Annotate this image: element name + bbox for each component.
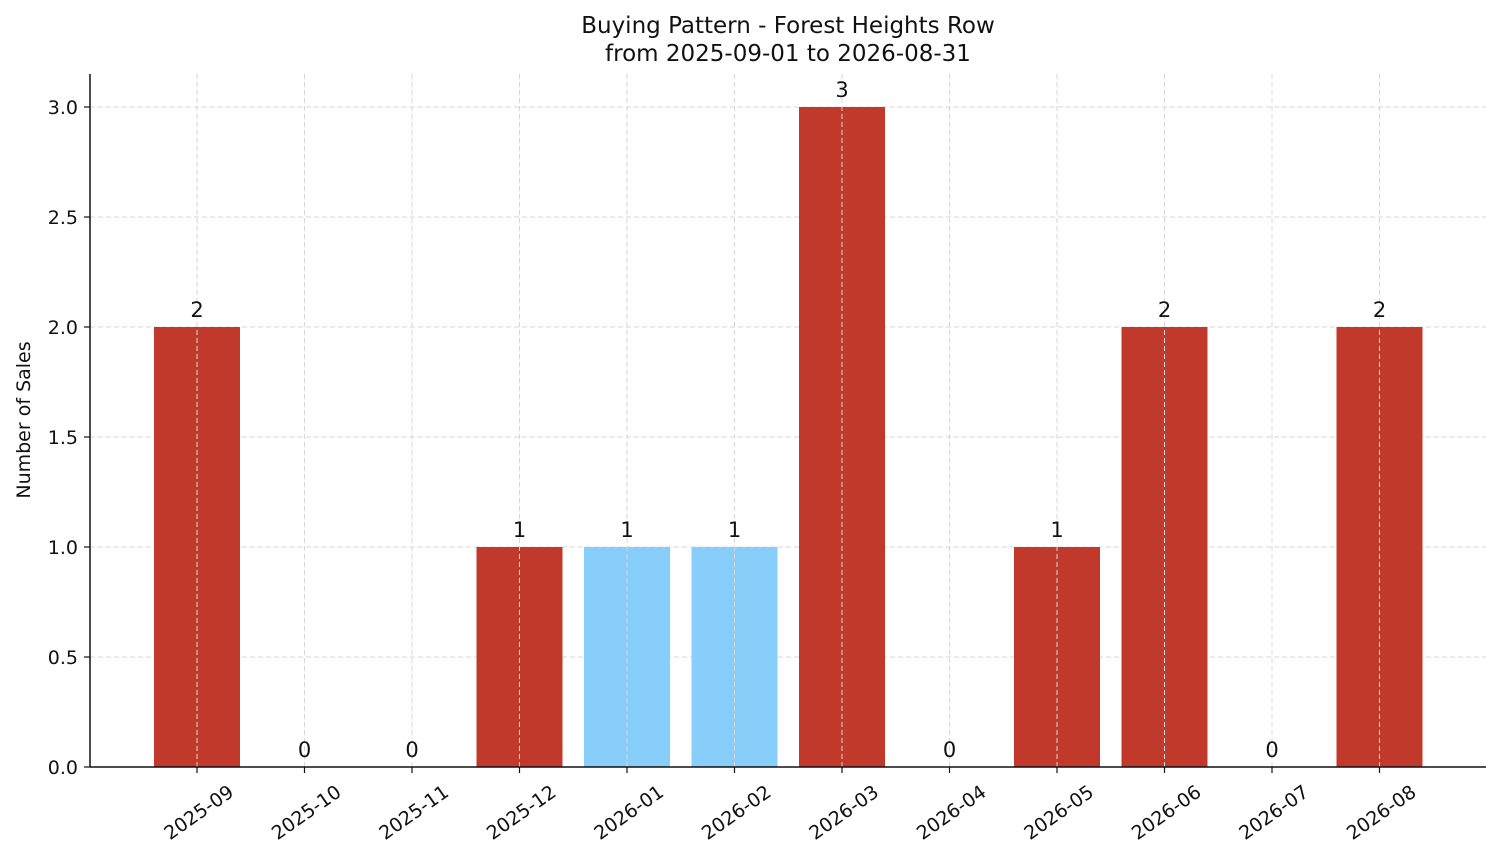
bar-value-label: 2 (1373, 298, 1386, 322)
y-tick-label: 3.0 (48, 97, 78, 119)
bar-value-label: 0 (943, 738, 956, 762)
vertical-grid-lines (196, 74, 1380, 767)
y-tick-label: 2.5 (48, 207, 78, 229)
bar-value-label: 2 (190, 298, 203, 322)
y-tick-label: 2.0 (48, 317, 78, 339)
bar-value-label: 1 (728, 518, 741, 542)
x-tick-label: 2026-07 (1235, 781, 1313, 845)
x-tick-label: 2026-01 (590, 781, 668, 845)
bar-value-label: 0 (1265, 738, 1278, 762)
x-tick-label: 2025-12 (483, 781, 561, 845)
x-tick-label: 2025-09 (160, 781, 238, 845)
y-tick-label: 0.5 (48, 647, 78, 669)
bars (154, 107, 1423, 767)
x-tick-label: 2026-02 (698, 781, 776, 845)
y-tick-label: 1.0 (48, 537, 78, 559)
data-labels: 2 0 0 1 1 1 3 0 1 2 0 2 (190, 78, 1386, 762)
bar-value-label: 1 (513, 518, 526, 542)
x-tick-label: 2026-06 (1128, 781, 1206, 845)
bar-value-label: 2 (1158, 298, 1171, 322)
bar-value-label: 1 (620, 518, 633, 542)
bar-value-label: 3 (835, 78, 848, 102)
x-tick-label: 2026-04 (913, 781, 991, 845)
axes (89, 74, 1486, 768)
x-tick-label: 2026-05 (1020, 781, 1098, 845)
y-axis-label: Number of Sales (13, 341, 35, 498)
grid-lines (90, 106, 1486, 768)
bar-value-label: 0 (298, 738, 311, 762)
x-tick-label: 2025-11 (375, 781, 453, 845)
x-tick-label: 2026-03 (805, 781, 883, 845)
x-tick-label: 2026-08 (1343, 781, 1421, 845)
y-tick-label: 1.5 (48, 427, 78, 449)
x-tick-label: 2025-10 (268, 781, 346, 845)
bar-value-label: 1 (1050, 518, 1063, 542)
bar-value-label: 0 (405, 738, 418, 762)
chart-subtitle: from 2025-09-01 to 2026-08-31 (605, 41, 971, 67)
chart-title: Buying Pattern - Forest Heights Row (581, 13, 995, 39)
y-tick-label: 0.0 (48, 757, 78, 779)
